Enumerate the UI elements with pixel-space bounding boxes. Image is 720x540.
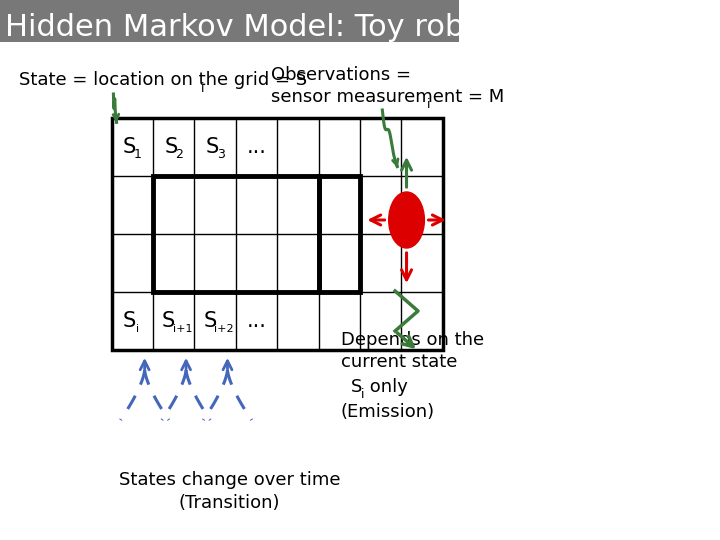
Text: S: S (203, 311, 217, 331)
Text: Depends on the: Depends on the (341, 331, 484, 349)
Text: i: i (361, 388, 365, 402)
Circle shape (389, 192, 424, 248)
Text: (Transition): (Transition) (179, 494, 280, 512)
Bar (112, 118, 443, 350)
Text: current state: current state (341, 353, 457, 371)
Text: (Emission): (Emission) (341, 403, 435, 421)
Text: 1: 1 (134, 148, 142, 161)
Text: S: S (164, 137, 178, 157)
Text: only: only (364, 378, 408, 396)
Text: i: i (201, 82, 204, 94)
Text: States change over time: States change over time (119, 471, 340, 489)
Text: S: S (206, 137, 219, 157)
Bar (0, 0, 459, 42)
Bar (319, 176, 360, 292)
Text: sensor measurement = M: sensor measurement = M (271, 88, 504, 106)
Text: i: i (427, 98, 431, 111)
Text: i: i (136, 324, 140, 334)
Text: i+1: i+1 (173, 324, 192, 334)
Text: Observations =: Observations = (271, 66, 411, 84)
Text: S: S (123, 137, 136, 157)
Text: ...: ... (246, 311, 266, 331)
Text: Hidden Markov Model: Toy robot localization example: Hidden Markov Model: Toy robot localizat… (5, 14, 720, 43)
Text: 3: 3 (217, 148, 225, 161)
Text: 2: 2 (176, 148, 184, 161)
Text: S: S (351, 378, 362, 396)
Text: i+2: i+2 (214, 324, 234, 334)
Text: S: S (123, 311, 136, 331)
Text: State = location on the grid = S: State = location on the grid = S (19, 71, 307, 89)
Text: ...: ... (246, 137, 266, 157)
Text: S: S (162, 311, 175, 331)
Bar (153, 176, 319, 292)
